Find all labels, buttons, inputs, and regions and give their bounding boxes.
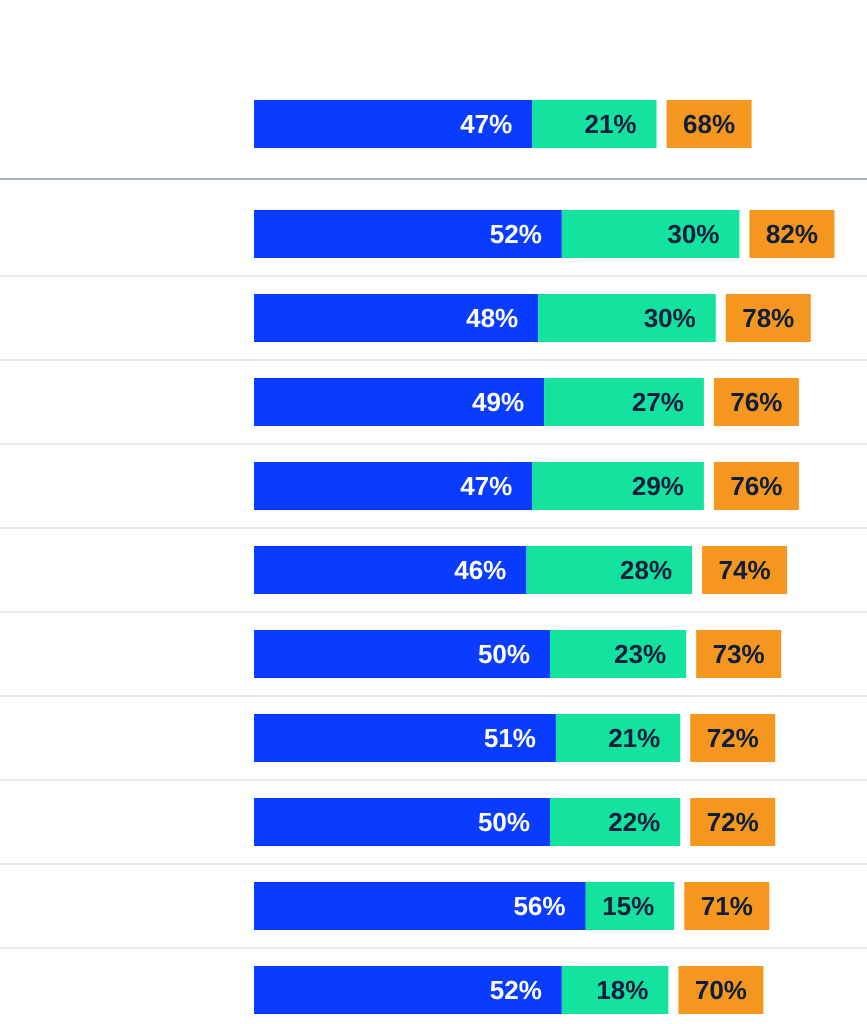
bar-value-label-1: 47% (460, 471, 512, 501)
bar-value-label-1: 48% (466, 303, 518, 333)
bar-segment-1 (254, 546, 527, 594)
bar-segment-2 (561, 966, 669, 1014)
bar-value-label-2: 30% (667, 219, 719, 249)
bar-segment-1 (254, 210, 562, 258)
bar-total-box (713, 462, 799, 510)
bar-segment-2 (550, 798, 681, 846)
bar-value-label-1: 50% (478, 807, 530, 837)
bar-segment-2 (555, 714, 681, 762)
bar-value-label-1: 52% (490, 219, 542, 249)
bar-total-label: 82% (766, 219, 818, 249)
bar-total-label: 73% (713, 639, 765, 669)
bar-total-box (725, 294, 811, 342)
bar-segment-1 (254, 966, 562, 1014)
bar-segment-1 (254, 294, 539, 342)
bar-value-label-1: 51% (484, 723, 536, 753)
bar-total-label: 71% (701, 891, 753, 921)
category-label: China (167, 977, 232, 1005)
bar-segment-2 (550, 630, 687, 678)
bar-value-label-2: 28% (620, 555, 672, 585)
bar-value-label-2: 23% (614, 639, 666, 669)
bar-total-box (713, 378, 799, 426)
bar-segment-2 (544, 378, 704, 426)
bar-total-label: 76% (730, 471, 782, 501)
bar-value-label-1: 49% (472, 387, 524, 417)
bar-segment-1 (254, 100, 533, 148)
bar-value-label-2: 21% (608, 723, 660, 753)
category-label: Kenya (161, 473, 232, 501)
category-label: Saudi Arabia (90, 557, 232, 585)
bar-value-label-1: 47% (460, 109, 512, 139)
category-label: UAE (181, 809, 232, 837)
category-label: Brazil (169, 221, 232, 249)
bar-value-label-1: 52% (490, 975, 542, 1005)
bar-segment-2 (532, 462, 704, 510)
bar-segment-2 (561, 210, 740, 258)
bar-segment-2 (538, 294, 716, 342)
bar-value-label-2: 27% (632, 387, 684, 417)
category-label: South Africa (97, 389, 232, 417)
bar-value-label-2: 29% (632, 471, 684, 501)
bar-total-box (666, 100, 752, 148)
bar-value-label-2: 30% (644, 303, 696, 333)
bar-value-label-2: 18% (596, 975, 648, 1005)
bar-value-label-2: 22% (608, 807, 660, 837)
bar-total-label: 76% (730, 387, 782, 417)
bar-value-label-2: 15% (602, 891, 654, 921)
bar-segment-1 (254, 462, 533, 510)
bar-segment-1 (254, 378, 545, 426)
bar-total-label: 72% (707, 723, 759, 753)
category-label: Egypt (168, 725, 232, 753)
bar-total-box (684, 882, 770, 930)
bar-total-label: 72% (707, 807, 759, 837)
bar-segment-2 (585, 882, 675, 930)
bar-total-box (696, 630, 782, 678)
bar-total-box (690, 798, 776, 846)
bar-segment-2 (532, 100, 657, 148)
bar-segment-1 (254, 798, 550, 846)
bar-value-label-1: 46% (454, 555, 506, 585)
category-label: Mexico (153, 641, 232, 669)
bar-total-box (678, 966, 764, 1014)
bars-layer: Global 47% 21% 68% Brazil 52% 30% 82% Nigeria 48%… (0, 100, 867, 1014)
bar-value-label-1: 50% (478, 639, 530, 669)
bar-segment-1 (254, 714, 556, 762)
bar-value-label-2: 21% (585, 109, 637, 139)
category-label: Nigeria (153, 305, 232, 333)
bar-total-label: 68% (683, 109, 735, 139)
bar-total-box (702, 546, 788, 594)
bar-segment-2 (526, 546, 693, 594)
bar-value-label-1: 56% (513, 891, 565, 921)
bar-total-label: 74% (719, 555, 771, 585)
bar-segment-1 (254, 882, 586, 930)
category-label: Turkey (157, 893, 233, 921)
category-label: Global (154, 111, 232, 139)
bar-total-box (749, 210, 835, 258)
bar-total-box (690, 714, 776, 762)
bar-segment-1 (254, 630, 550, 678)
bar-total-label: 70% (695, 975, 747, 1005)
bar-total-label: 78% (742, 303, 794, 333)
chart-title: Importance of data (244, 21, 567, 62)
